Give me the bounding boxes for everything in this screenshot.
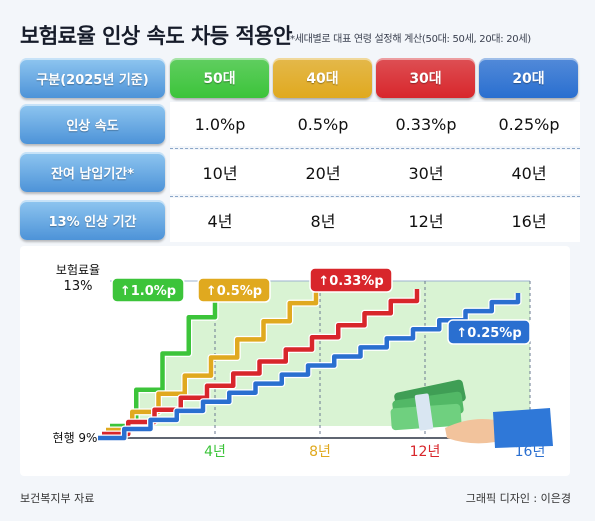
series-badge-label: ↑1.0%p [120, 284, 176, 299]
series-line [102, 289, 420, 437]
table-cell: 40년 [479, 150, 579, 194]
table-cell: 16년 [479, 198, 579, 242]
series-badge-label: ↑0.33%p [318, 274, 383, 289]
table-cell: 0.33%p [376, 102, 476, 146]
table-row: 잔여 납입기간* 10년 20년 30년 40년 [20, 150, 580, 194]
column-header-30s: 30대 [376, 58, 475, 98]
series-badge [309, 267, 393, 293]
table-cell: 1.0%p [170, 102, 270, 146]
graphic-credit: 그래픽 디자인 : 이은경 [465, 492, 571, 505]
y-top-label: 13% [64, 279, 93, 294]
column-header-20s: 20대 [479, 58, 578, 98]
table-cell: 30년 [376, 150, 476, 194]
column-header-50s: 50대 [170, 58, 269, 98]
y-axis-label: 보험료율 [56, 263, 100, 277]
row-label: 잔여 납입기간* [20, 152, 165, 192]
row-divider [170, 196, 580, 197]
step-chart: 4년 8년 12년 16년 보험료율 13% 현행 9% ↑1.0%p ↑0.5%p ↑0.33%… [53, 263, 553, 460]
series-badge-label: ↑0.25%p [456, 326, 521, 341]
chart-panel: 4년 8년 12년 16년 보험료율 13% 현행 9% ↑1.0%p ↑0.5%p ↑0.33%… [20, 246, 570, 476]
series-badge [111, 277, 185, 303]
x-tick-label: 12년 [410, 444, 441, 460]
series-line [106, 285, 319, 433]
x-tick-label: 16년 [515, 444, 546, 460]
source-note: 보건복지부 자료 [20, 492, 95, 505]
row-divider [170, 148, 580, 149]
table-row: 13% 인상 기간 4년 8년 12년 16년 [20, 198, 580, 242]
y-bottom-label: 현행 9% [53, 430, 98, 445]
chart-labels: 4년 8년 12년 16년 보험료율 13% 현행 9% ↑1.0%p ↑0.5%p ↑0.33%… [53, 263, 546, 460]
subtitle-note: *세대별로 대표 연령 설정해 계산(50대: 50세, 20대: 20세) [290, 34, 531, 45]
table-row: 인상 속도 1.0%p 0.5%p 0.33%p 0.25%p [20, 102, 580, 146]
table-header-label: 구분(2025년 기준) [20, 58, 165, 98]
column-header-40s: 40대 [273, 58, 372, 98]
money-hand-icon [390, 379, 553, 448]
series-badge-label: ↑0.5%p [206, 284, 262, 299]
row-label: 13% 인상 기간 [20, 200, 165, 240]
page-title: 보험료율 인상 속도 차등 적용안 [20, 24, 292, 48]
table-cell: 20년 [273, 150, 373, 194]
series-badge [447, 319, 531, 345]
table-header-row: 구분(2025년 기준) 50대 40대 30대 20대 [20, 56, 580, 100]
table-cell: 4년 [170, 198, 270, 242]
x-tick-label: 4년 [204, 444, 226, 460]
series-badge [197, 277, 271, 303]
table-cell: 0.25%p [479, 102, 579, 146]
x-tick-label: 8년 [309, 444, 331, 460]
table-cell: 0.5%p [273, 102, 373, 146]
table-cell: 8년 [273, 198, 373, 242]
row-label: 인상 속도 [20, 104, 165, 144]
table-cell: 12년 [376, 198, 476, 242]
table-cell: 10년 [170, 150, 270, 194]
